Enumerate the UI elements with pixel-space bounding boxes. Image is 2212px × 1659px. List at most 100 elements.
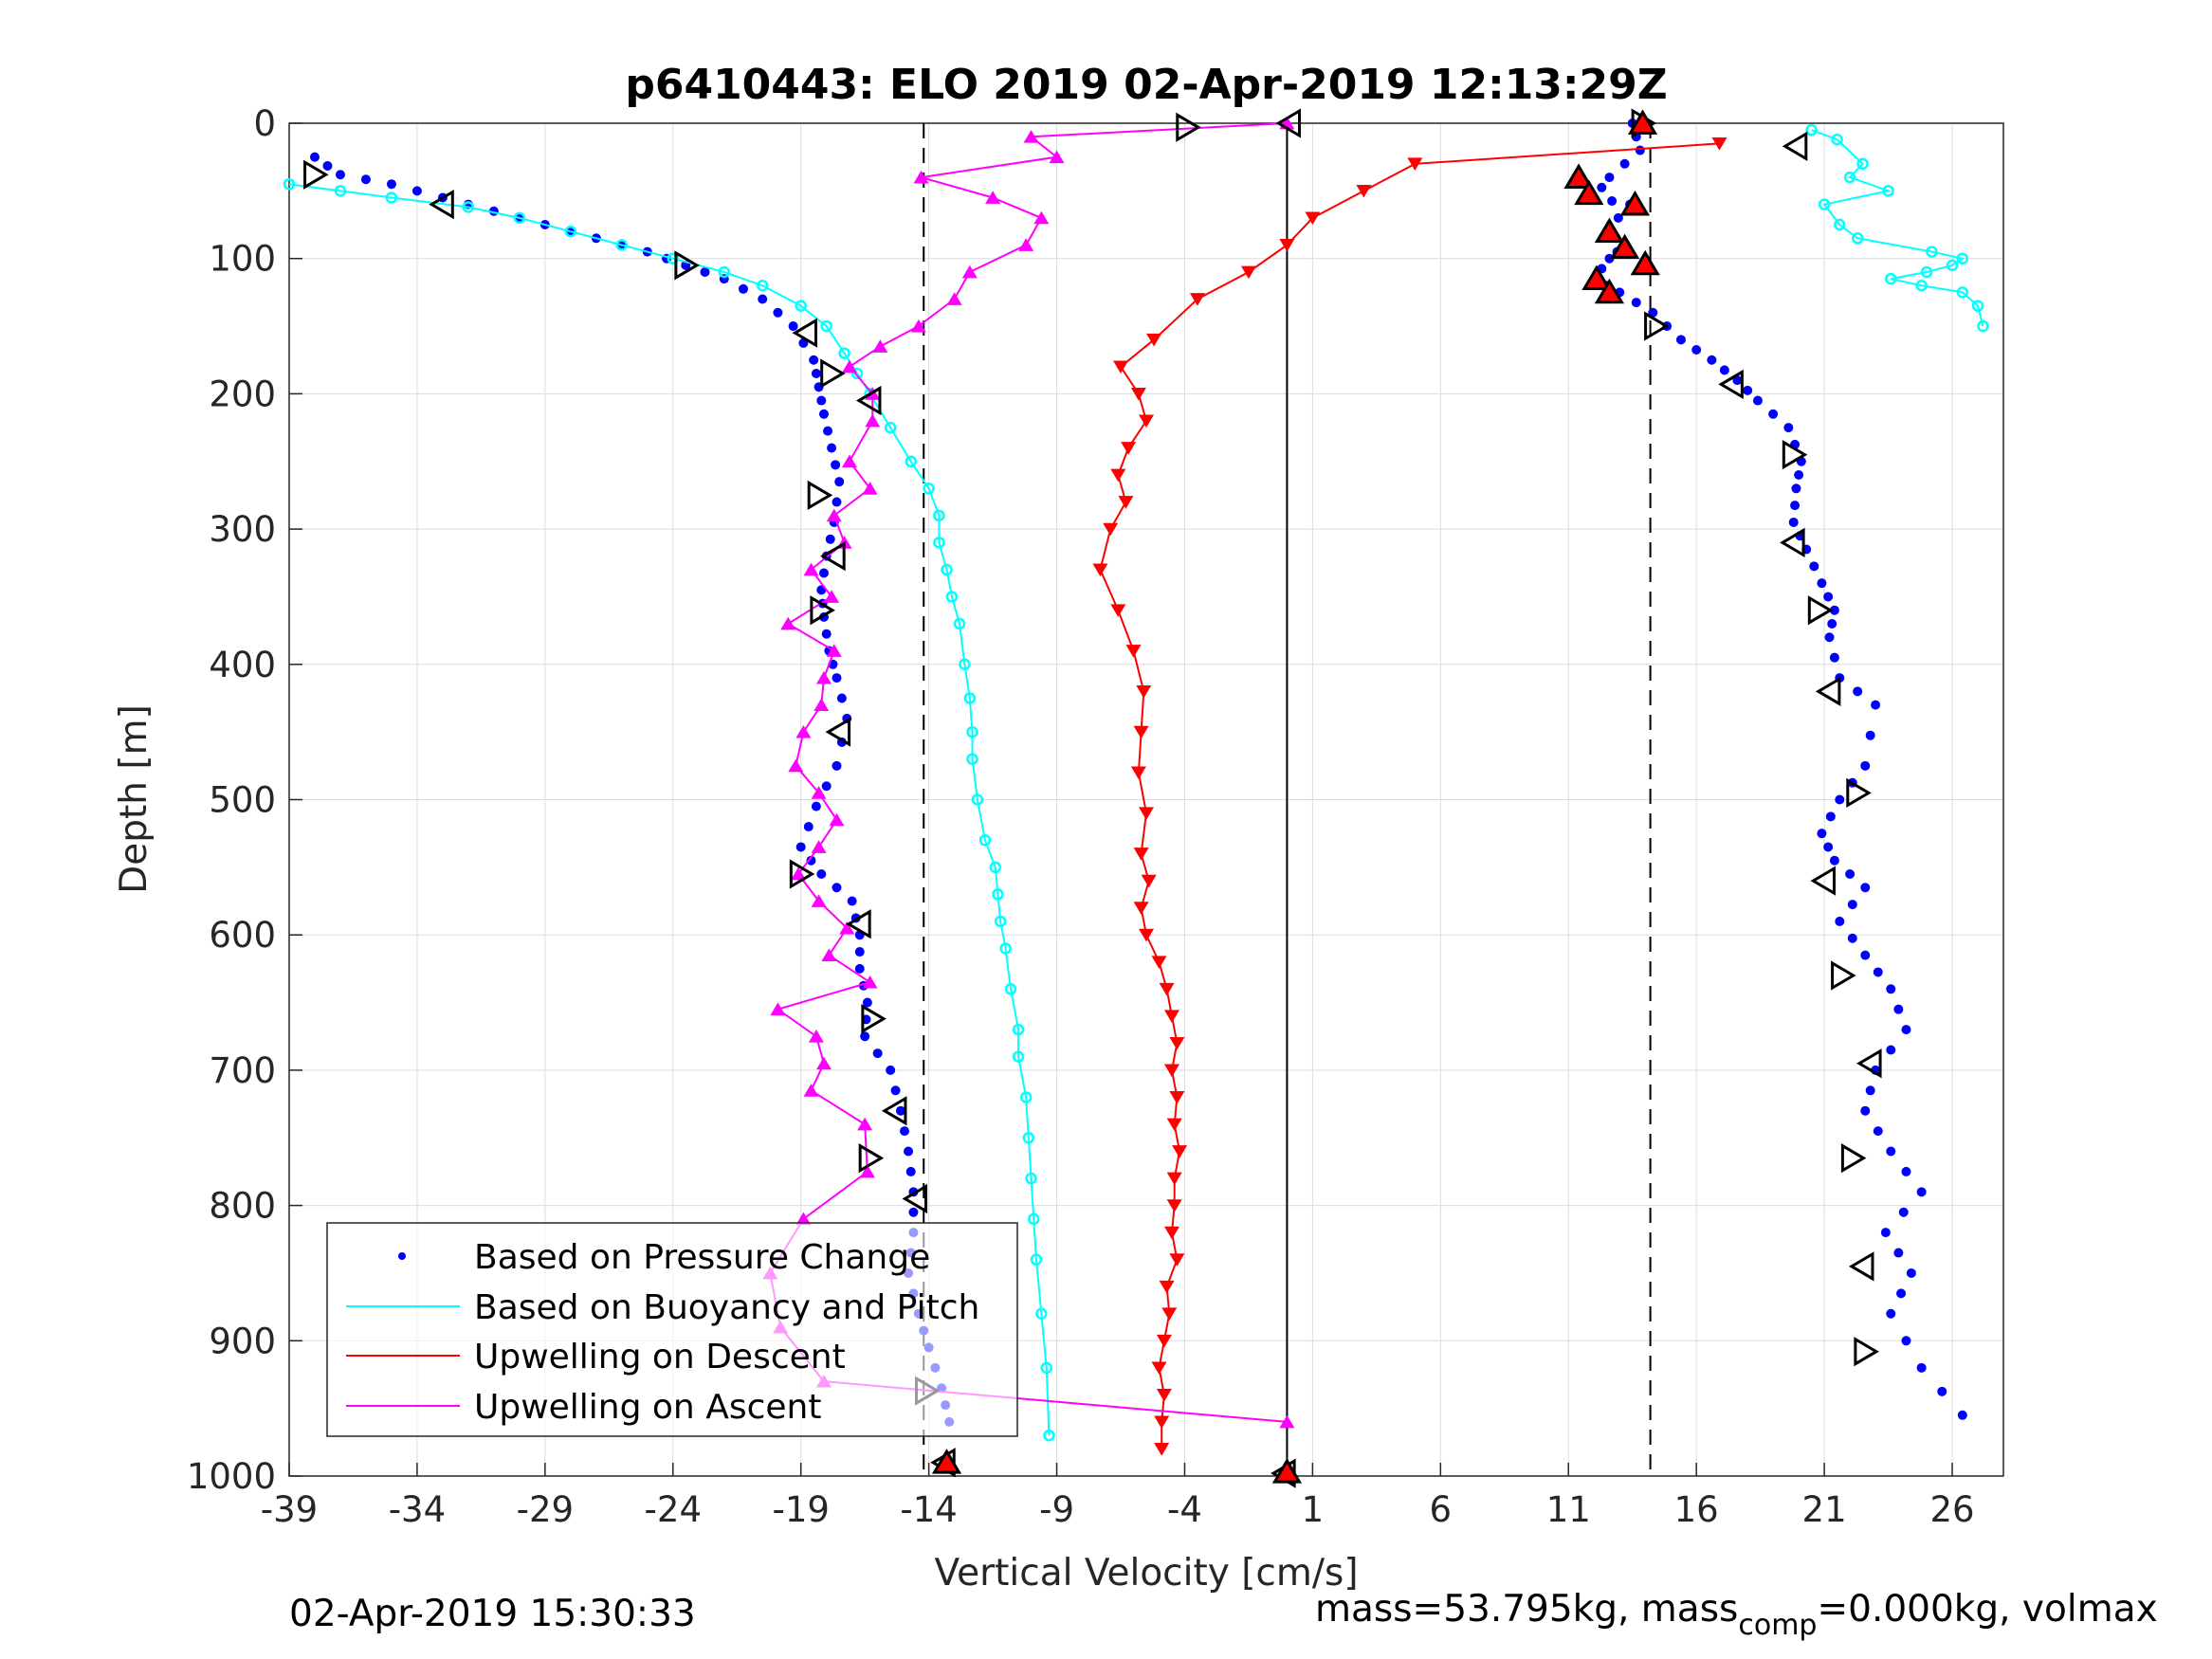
x-axis-label: Vertical Velocity [cm/s]: [934, 1552, 1358, 1595]
x-tick-label: -19: [772, 1489, 829, 1530]
y-tick-label: 200: [209, 374, 276, 414]
data-point: [999, 942, 1012, 955]
data-point: [1279, 239, 1295, 252]
data-point: [1110, 468, 1126, 483]
data-point: [1971, 300, 1984, 312]
data-point: [808, 1030, 824, 1043]
triangle-marker: [1854, 1337, 1879, 1367]
triangle-marker: [1807, 595, 1834, 626]
data-point: [811, 368, 821, 378]
data-point: [933, 537, 945, 549]
data-point: [814, 698, 830, 712]
data-point: [1163, 1010, 1179, 1024]
data-point: [854, 947, 865, 957]
data-point: [832, 760, 842, 771]
triangle-marker: [855, 385, 882, 416]
data-point: [1110, 604, 1126, 617]
filled-triangle-marker: [1574, 179, 1604, 206]
data-point: [1711, 137, 1728, 151]
data-point: [1901, 1336, 1911, 1346]
data-point: [1133, 848, 1149, 861]
data-point: [1635, 145, 1645, 155]
data-point: [1851, 232, 1864, 245]
data-point: [946, 292, 962, 305]
footer-mass-info: mass=53.795kg, masscomp=0.000kg, volmax: [1315, 1588, 2158, 1642]
data-point: [1835, 794, 1845, 805]
data-point: [1831, 133, 1843, 146]
data-point: [1956, 252, 1969, 264]
x-tick-label: 21: [1802, 1489, 1847, 1530]
data-point: [1156, 1334, 1172, 1348]
reference-lines: [923, 123, 1652, 1476]
y-tick-label: 100: [209, 239, 276, 280]
data-point: [1121, 442, 1137, 455]
data-point: [884, 421, 897, 434]
data-point: [360, 174, 371, 185]
data-point: [865, 413, 881, 428]
data-point: [832, 673, 842, 684]
data-point: [941, 563, 953, 576]
data-point: [756, 279, 769, 292]
filled-triangle-marker: [1594, 217, 1625, 244]
data-point: [791, 866, 807, 881]
data-point: [1022, 1132, 1035, 1144]
data-point: [1856, 157, 1869, 171]
data-point: [1896, 1288, 1907, 1299]
y-tick-label: 700: [209, 1050, 276, 1091]
data-point: [1824, 632, 1835, 643]
x-tick-label: -24: [645, 1489, 702, 1530]
data-point: [1043, 1429, 1055, 1442]
data-point: [872, 1048, 883, 1059]
data-point: [826, 644, 842, 657]
data-point: [1915, 279, 1928, 292]
triangle-marker: [1815, 676, 1841, 706]
triangle-marker: [881, 1096, 907, 1126]
data-point: [841, 359, 857, 374]
data-point: [1169, 1253, 1185, 1267]
data-point: [1648, 307, 1658, 318]
filled-triangle-marker: [1609, 233, 1640, 260]
data-point: [1823, 842, 1834, 852]
data-point: [1161, 1307, 1178, 1321]
triangle-marker: [792, 318, 817, 348]
data-point: [1166, 1172, 1182, 1186]
data-point: [309, 152, 320, 162]
data-point: [1860, 883, 1871, 893]
data-point: [978, 834, 992, 847]
data-point: [1926, 246, 1938, 258]
data-point: [1768, 409, 1779, 419]
data-point: [803, 822, 814, 832]
data-point: [1604, 173, 1615, 183]
data-point: [834, 477, 845, 487]
triangle-marker: [820, 358, 846, 389]
data-point: [966, 753, 978, 765]
data-point: [815, 670, 832, 684]
data-point: [667, 252, 680, 264]
data-point: [809, 355, 819, 365]
data-point: [1818, 198, 1831, 210]
data-point: [1817, 829, 1827, 839]
triangle-marker: [1176, 112, 1201, 142]
data-point: [1049, 150, 1065, 164]
data-point: [1843, 171, 1856, 184]
x-tick-label: 6: [1430, 1489, 1453, 1530]
legend-entry-pressure: Based on Pressure Change: [474, 1238, 930, 1277]
data-point: [1139, 414, 1154, 428]
axis-ticks: -39 -34 -29 -24 -19 -14 -9 -4 1 6 11 16 21 2601002003…: [187, 103, 1975, 1530]
data-point: [862, 997, 872, 1008]
legend-box: [326, 1222, 1018, 1437]
data-point: [825, 534, 835, 544]
data-point: [1886, 1146, 1896, 1157]
data-point: [1743, 385, 1753, 395]
data-point: [1873, 1126, 1883, 1137]
y-tick-label: 1000: [187, 1456, 276, 1497]
data-series: [283, 108, 1989, 1488]
data-point: [283, 177, 296, 191]
data-point: [832, 883, 842, 893]
x-tick-label: 11: [1546, 1489, 1591, 1530]
data-point: [1719, 365, 1729, 375]
data-point: [959, 658, 971, 671]
x-tick-label: -29: [517, 1489, 574, 1530]
x-tick-label: -9: [1039, 1489, 1074, 1530]
data-point: [1691, 345, 1702, 356]
